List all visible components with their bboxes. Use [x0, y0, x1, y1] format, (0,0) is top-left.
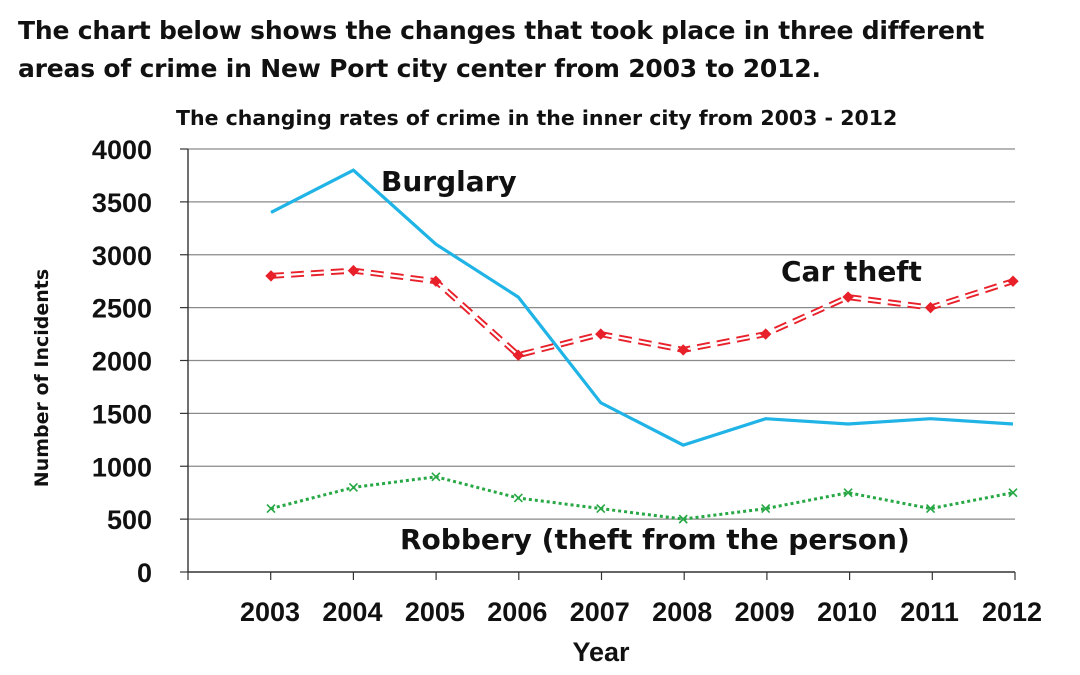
data-point-marker [513, 493, 523, 503]
x-tick-label: 2010 [817, 597, 877, 627]
data-point-marker [925, 503, 936, 514]
y-tick-label: 2000 [92, 347, 152, 377]
x-axis-label: Year [572, 637, 630, 667]
x-tick-label: 2006 [487, 597, 547, 627]
y-tick-label: 3000 [92, 241, 152, 271]
data-point-marker [596, 503, 606, 514]
x-tick-label: 2009 [735, 597, 795, 627]
series-markers [265, 264, 1019, 524]
y-tick-label: 1500 [92, 399, 152, 429]
y-axis-label: Number of Incidents [31, 269, 53, 487]
series-line [270, 475, 1014, 521]
series-lines [270, 168, 1014, 521]
data-point-marker [347, 264, 360, 277]
x-tick-label: 2005 [405, 597, 465, 627]
y-tick-label: 2500 [92, 294, 152, 324]
data-point-marker [595, 328, 607, 340]
data-point-marker [430, 275, 442, 287]
data-point-marker [512, 349, 525, 361]
axes [180, 148, 1016, 580]
data-point-marker [266, 503, 276, 514]
y-tick-label: 4000 [92, 135, 152, 165]
data-point-marker [761, 503, 771, 514]
series-label: Car theft [781, 255, 922, 288]
data-point-marker [1008, 488, 1018, 498]
series-line [270, 168, 1014, 447]
data-point-marker [1007, 275, 1019, 287]
y-tick-label: 3500 [92, 188, 152, 218]
y-tick-label: 1000 [92, 452, 152, 482]
data-point-marker [431, 472, 441, 482]
chart-title: The changing rates of crime in the inner… [176, 106, 898, 130]
x-tick-label: 2004 [322, 597, 382, 627]
series-line [270, 269, 1014, 357]
series-labels: Burglary Car theft Robbery (theft from the… [381, 165, 922, 556]
x-tick-label: 2007 [570, 597, 630, 627]
y-tick-label: 500 [107, 505, 152, 535]
data-point-marker [842, 291, 854, 303]
series-label: Robbery (theft from the person) [400, 523, 910, 556]
x-tick-label: 2003 [240, 597, 300, 627]
grid-lines [188, 148, 1015, 520]
data-point-marker [924, 301, 937, 314]
tick-labels: 0 500 1000 1500 2000 2500 3000 3500 4000 2003 2004… [92, 135, 1042, 627]
data-point-marker [677, 344, 689, 356]
data-point-marker [265, 270, 277, 282]
intro-text: The chart below shows the changes that t… [18, 16, 985, 83]
series-label: Burglary [381, 165, 517, 198]
x-tick-label: 2011 [900, 597, 959, 627]
data-point-marker [678, 514, 688, 524]
data-point-marker [843, 488, 853, 498]
x-tick-label: 2012 [982, 597, 1042, 627]
data-point-marker [759, 328, 772, 340]
y-tick-label: 0 [137, 558, 152, 588]
x-tick-label: 2008 [652, 597, 712, 627]
data-point-marker [348, 482, 359, 492]
